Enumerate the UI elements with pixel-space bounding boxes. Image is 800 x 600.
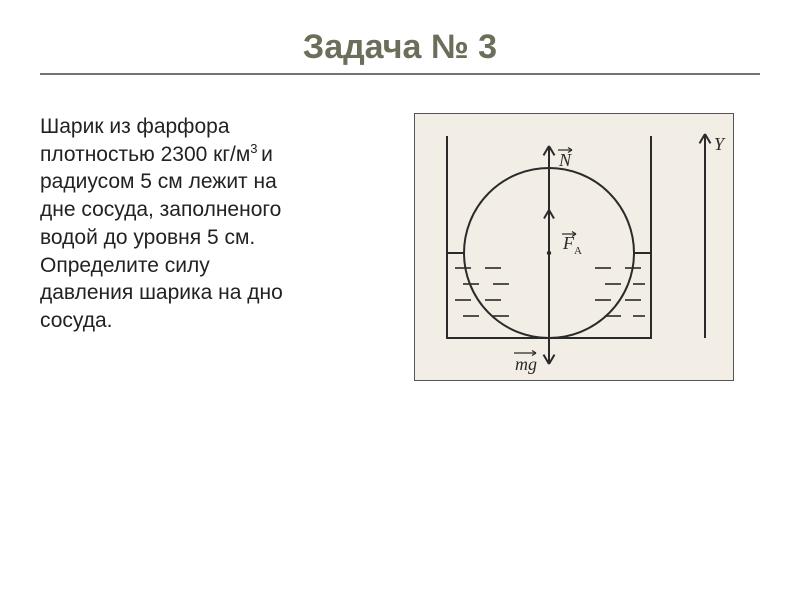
figure-wrap: NFAmgY <box>409 113 739 381</box>
text-line: радиусом 5 см лежит на <box>40 170 277 193</box>
superscript: 3 <box>250 141 261 156</box>
physics-diagram: NFAmgY <box>414 113 734 381</box>
text-line: давления шарика на дно <box>40 281 283 304</box>
slide-title: Задача № 3 <box>40 28 760 67</box>
text-line: плотностью 2300 кг/м <box>40 143 250 166</box>
text-line: дне сосуда, заполненого <box>40 198 281 221</box>
text-line: Шарик из фарфора <box>40 115 230 138</box>
svg-text:A: A <box>574 245 582 257</box>
text-line: сосуда. <box>40 309 113 332</box>
title-underline <box>40 73 760 75</box>
text-line: Определите силу <box>40 254 210 277</box>
svg-text:N: N <box>558 150 572 170</box>
title-block: Задача № 3 <box>40 28 760 75</box>
diagram-svg: NFAmgY <box>415 114 735 382</box>
problem-statement: Шарик из фарфора плотностью 2300 кг/м3 и… <box>40 113 385 335</box>
text-line: водой до уровня 5 см. <box>40 226 255 249</box>
slide: Задача № 3 Шарик из фарфора плотностью 2… <box>0 0 800 600</box>
svg-text:mg: mg <box>515 354 537 374</box>
content-row: Шарик из фарфора плотностью 2300 кг/м3 и… <box>40 113 760 381</box>
text-line: и <box>261 143 273 166</box>
svg-text:Y: Y <box>714 134 726 154</box>
